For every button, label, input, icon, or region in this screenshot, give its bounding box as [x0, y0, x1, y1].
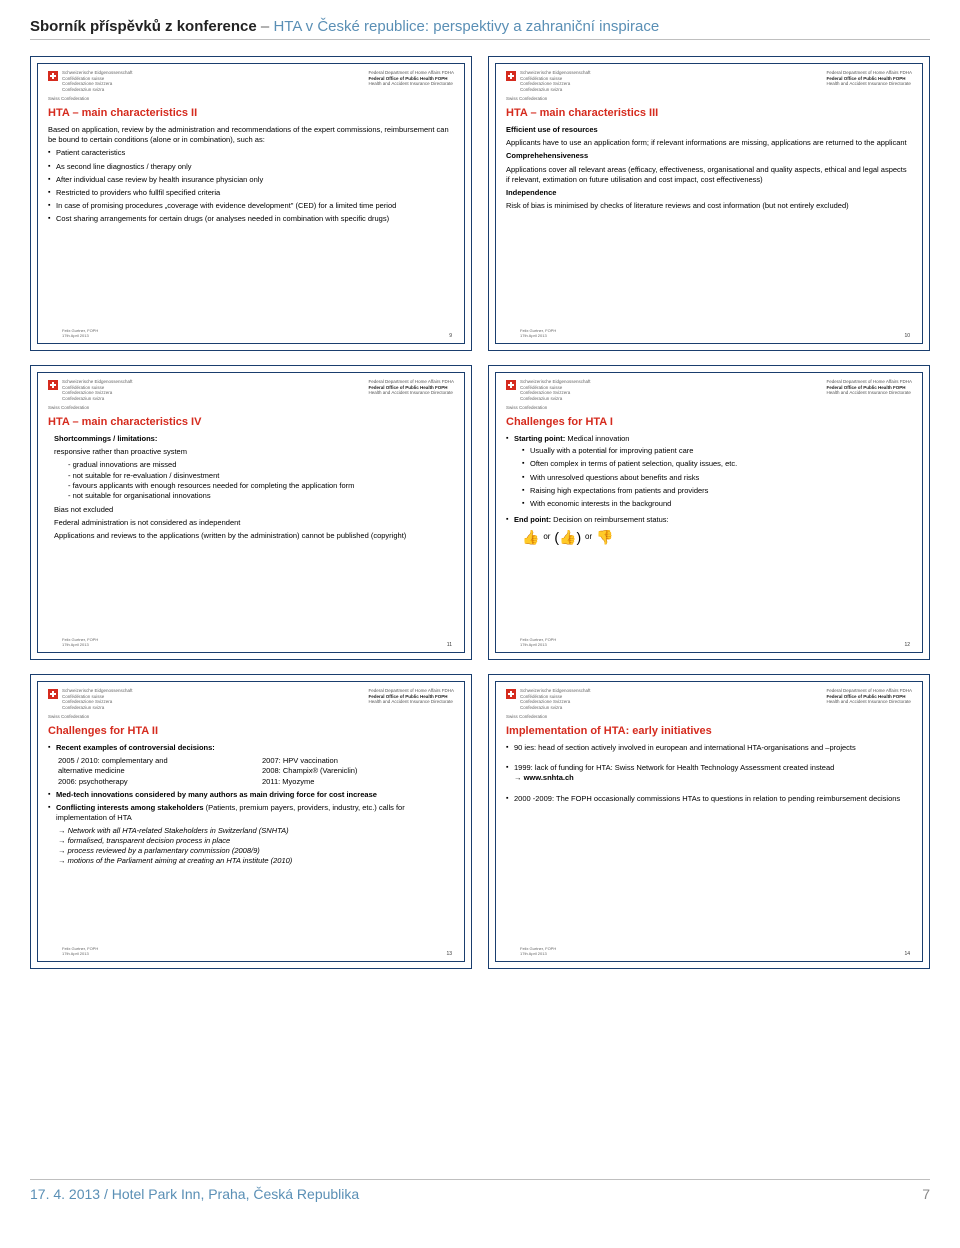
footer-meta: Felix Gurtner, FOPH17th April 2013	[62, 947, 98, 957]
sub-bullet: Usually with a potential for improving p…	[522, 446, 912, 456]
slide-number: 14	[904, 951, 910, 957]
slide-13: Schweizerische EidgenossenschaftConfédér…	[30, 674, 472, 969]
slide-title: Challenges for HTA II	[48, 725, 454, 737]
hand-icons: 👍 or (👍) or 👎	[522, 528, 912, 547]
footer-page-number: 7	[922, 1186, 930, 1202]
bullet: Conflicting interests among stakeholders…	[48, 803, 454, 823]
swiss-flag-icon	[48, 71, 58, 81]
slide-title: Challenges for HTA I	[506, 416, 912, 428]
bullet: Med-tech innovations considered by many …	[48, 790, 454, 800]
slide-title: Implementation of HTA: early initiatives	[506, 725, 912, 737]
page-footer-line: 17. 4. 2013 / Hotel Park Inn, Praha, Čes…	[30, 1179, 930, 1202]
footer-meta: Felix Gurtner, FOPH17th April 2013	[520, 329, 556, 339]
footer-meta: Felix Gurtner, FOPH17th April 2013	[62, 329, 98, 339]
dash-list: gradual innovations are missed not suita…	[68, 460, 454, 501]
slide-14: Schweizerische EidgenossenschaftConfédér…	[488, 674, 930, 969]
slide-number: 9	[449, 333, 452, 339]
thumbs-up-icon: 👍	[522, 529, 539, 545]
slide-11: Schweizerische EidgenossenschaftConfédér…	[30, 365, 472, 660]
two-col: 2005 / 2010: complementary and alternati…	[58, 756, 454, 786]
para: Risk of bias is minimised by checks of l…	[506, 201, 912, 211]
slide-9: Schweizerische EidgenossenschaftConfédér…	[30, 56, 472, 351]
sub-bullet: With economic interests in the backgroun…	[522, 499, 912, 509]
slide-number: 12	[904, 642, 910, 648]
footer-meta: Felix Gurtner, FOPH17th April 2013	[520, 638, 556, 648]
thumbs-down-icon: 👎	[596, 529, 613, 545]
bullet: 2000 -2009: The FOPH occasionally commis…	[506, 794, 912, 804]
page-footer: 17. 4. 2013 / Hotel Park Inn, Praha, Čes…	[0, 979, 960, 1214]
slide-body: Starting point: Medical innovation Usual…	[506, 434, 912, 547]
para: Applications and reviews to the applicat…	[54, 531, 454, 541]
footer-meta: Felix Gurtner, FOPH17th April 2013	[520, 947, 556, 957]
header-bold: Sborník příspěvků z konference	[30, 18, 257, 35]
logo-text: Schweizerische EidgenossenschaftConfédér…	[62, 70, 133, 93]
slide-number: 10	[904, 333, 910, 339]
slide-12: Schweizerische EidgenossenschaftConfédér…	[488, 365, 930, 660]
subhead: Comprehehensiveness	[506, 151, 912, 161]
swiss-flag-icon	[506, 689, 516, 699]
page-header-line: Sborník příspěvků z konference – HTA v Č…	[30, 18, 930, 40]
page-header: Sborník příspěvků z konference – HTA v Č…	[0, 0, 960, 46]
bullet: After individual case review by health i…	[48, 175, 454, 185]
slide-body: Based on application, review by the admi…	[48, 125, 454, 224]
header-blue: HTA v České republice: perspektivy a zah…	[273, 18, 659, 35]
para: responsive rather than proactive system	[54, 447, 454, 457]
bullet: As second line diagnostics / therapy onl…	[48, 162, 454, 172]
slide-title: HTA – main characteristics II	[48, 107, 454, 119]
header-sep: –	[257, 18, 274, 35]
slide-header: Schweizerische EidgenossenschaftConfédér…	[506, 688, 912, 719]
bullet: End point: Decision on reimbursement sta…	[506, 515, 912, 525]
slide-header: Schweizerische EidgenossenschaftConfédér…	[48, 379, 454, 410]
para: Applications cover all relevant areas (e…	[506, 165, 912, 185]
bullet: Recent examples of controversial decisio…	[48, 743, 454, 753]
slide-header: Schweizerische EidgenossenschaftConfédér…	[48, 70, 454, 101]
slide-body: Efficient use of resources Applicants ha…	[506, 125, 912, 211]
swiss-flag-icon	[506, 380, 516, 390]
slide-header: Schweizerische EidgenossenschaftConfédér…	[48, 688, 454, 719]
slide-number: 11	[447, 642, 452, 648]
bullet: Cost sharing arrangements for certain dr…	[48, 214, 454, 224]
bullet: 1999: lack of funding for HTA: Swiss Net…	[506, 763, 912, 783]
sub-bullet: Raising high expectations from patients …	[522, 486, 912, 496]
slide-title: HTA – main characteristics III	[506, 107, 912, 119]
slide-body: 90 ies: head of section actively involve…	[506, 743, 912, 804]
slide-body: Shortcommings / limitations: responsive …	[48, 434, 454, 541]
subhead: Shortcommings / limitations:	[54, 434, 454, 444]
slide-title: HTA – main characteristics IV	[48, 416, 454, 428]
slide-body: Recent examples of controversial decisio…	[48, 743, 454, 866]
para: Bias not excluded	[54, 505, 454, 515]
swiss-flag-icon	[506, 71, 516, 81]
sub-bullet: With unresolved questions about benefits…	[522, 473, 912, 483]
subhead: Efficient use of resources	[506, 125, 912, 135]
bullet: Starting point: Medical innovation Usual…	[506, 434, 912, 509]
footer-text: 17. 4. 2013 / Hotel Park Inn, Praha, Čes…	[30, 1186, 359, 1202]
bullet: Patient caracteristics	[48, 148, 454, 158]
arrow-list: Network with all HTA-related Stakeholder…	[58, 826, 454, 867]
slide-number: 13	[446, 951, 452, 957]
subhead: Independence	[506, 188, 912, 198]
dept-text: Federal Department of Home Affairs FDHAF…	[369, 70, 454, 87]
footer-meta: Felix Gurtner, FOPH17th April 2013	[62, 638, 98, 648]
swiss-flag-icon	[48, 689, 58, 699]
maybe-thumbs-icon: (👍)	[554, 529, 581, 545]
para: Applicants have to use an application fo…	[506, 138, 912, 148]
bullet: 90 ies: head of section actively involve…	[506, 743, 912, 753]
slide-header: Schweizerische EidgenossenschaftConfédér…	[506, 70, 912, 101]
sub-bullet: Often complex in terms of patient select…	[522, 459, 912, 469]
swiss-flag-icon	[48, 380, 58, 390]
intro-text: Based on application, review by the admi…	[48, 125, 454, 145]
para: Federal administration is not considered…	[54, 518, 454, 528]
slide-10: Schweizerische EidgenossenschaftConfédér…	[488, 56, 930, 351]
swiss-conf: Swiss Confederation	[48, 96, 133, 102]
slide-header: Schweizerische EidgenossenschaftConfédér…	[506, 379, 912, 410]
bullet: Restricted to providers who fullfil spec…	[48, 188, 454, 198]
slides-grid: Schweizerische EidgenossenschaftConfédér…	[0, 46, 960, 979]
bullet: In case of promising procedures „coverag…	[48, 201, 454, 211]
link-text: www.snhta.ch	[514, 773, 574, 782]
